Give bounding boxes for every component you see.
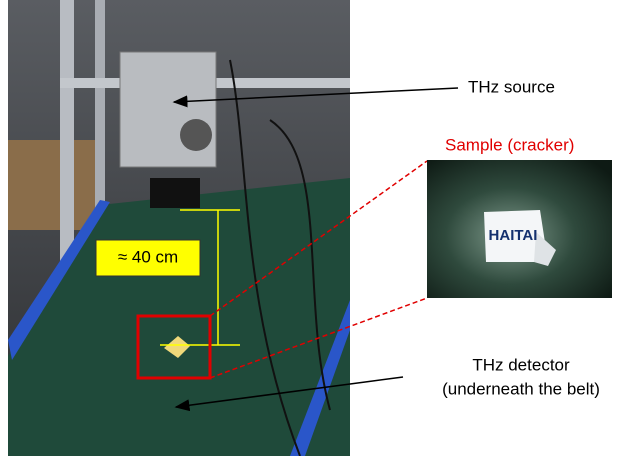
figure: ≈ 40 cm HAITAI THz source Sample (cracke… [0, 0, 619, 456]
packet-brand: HAITAI [489, 227, 538, 244]
page: ≈ 40 cm HAITAI THz source Sample (cracke… [0, 0, 619, 456]
inset-photo: HAITAI [427, 160, 612, 298]
distance-label: ≈ 40 cm [118, 247, 178, 266]
photo [8, 0, 350, 456]
source-label: THz source [468, 77, 555, 96]
detector-label: THz detector [472, 355, 570, 374]
fan [180, 119, 212, 151]
mount [150, 178, 200, 208]
boxes [8, 140, 98, 230]
frame-post [95, 0, 105, 210]
sample-label: Sample (cracker) [445, 135, 574, 154]
detector-label: (underneath the belt) [442, 379, 600, 398]
